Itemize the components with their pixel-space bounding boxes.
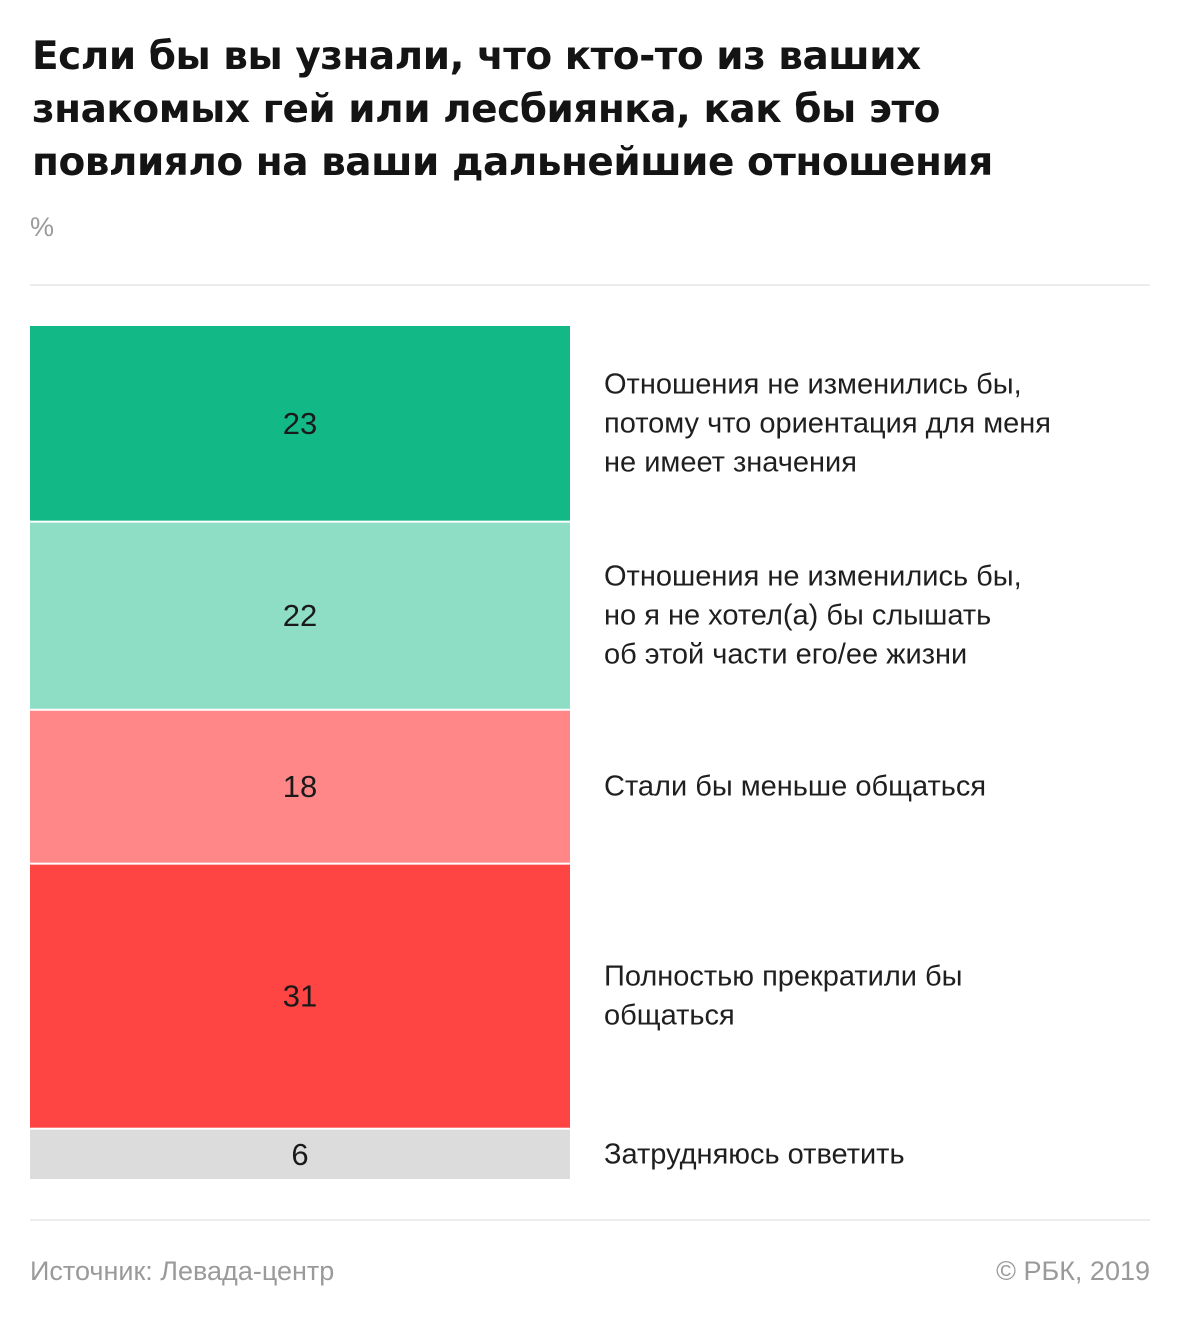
bar-value-label: 22 bbox=[283, 598, 317, 633]
top-divider bbox=[30, 284, 1150, 286]
bar-value-label: 23 bbox=[283, 406, 317, 441]
category-label: Отношения не изменились бы, bbox=[604, 368, 1022, 400]
copyright-note: © РБК, 2019 bbox=[996, 1256, 1150, 1286]
chart-title: Если бы вы узнали, что кто-то из ваших з… bbox=[32, 34, 993, 185]
bar-segment bbox=[30, 710, 570, 863]
category-label: потому что ориентация для меня bbox=[604, 407, 1051, 439]
category-label: об этой части его/ее жизни bbox=[604, 639, 967, 671]
unit-label: % bbox=[30, 212, 55, 242]
category-label: Отношения не изменились бы, bbox=[604, 561, 1022, 593]
category-label: Стали бы меньше общаться bbox=[604, 771, 986, 803]
source-note: Источник: Левада-центр bbox=[30, 1256, 335, 1286]
category-label: Полностью прекратили бы bbox=[604, 961, 962, 993]
bar-segment bbox=[30, 864, 570, 1128]
bottom-divider bbox=[30, 1219, 1150, 1221]
bar-segment bbox=[30, 522, 570, 709]
category-label: но я не хотел(а) бы слышать bbox=[604, 600, 991, 632]
bar-segment bbox=[30, 1129, 570, 1179]
bar-segment bbox=[30, 326, 570, 521]
category-label: Затрудняюсь ответить bbox=[604, 1138, 905, 1170]
bar-value-label: 6 bbox=[291, 1137, 308, 1172]
category-label: общаться bbox=[604, 1000, 735, 1032]
bar-value-label: 18 bbox=[283, 769, 317, 804]
bar-value-label: 31 bbox=[283, 979, 317, 1014]
category-label: не имеет значения bbox=[604, 446, 857, 478]
